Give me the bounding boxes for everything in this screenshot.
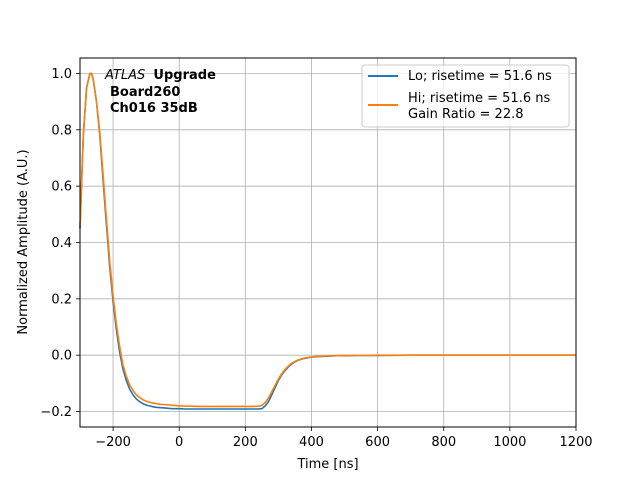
x-tick-label: 200 — [233, 435, 258, 450]
legend: Lo; risetime = 51.6 ns Hi; risetime = 51… — [361, 64, 570, 128]
x-tick-label: 800 — [431, 435, 456, 450]
x-tick-label: 1000 — [493, 435, 526, 450]
y-tick-label: −0.2 — [40, 405, 72, 420]
detector-annotation: ATLAS Upgrade Board260 Ch016 35dB — [104, 68, 216, 116]
annotation-board: Board260 — [110, 85, 180, 100]
series-line-hi — [79, 72, 576, 408]
x-tick-label: 1200 — [559, 435, 592, 450]
annotation-atlas: ATLAS — [104, 68, 145, 83]
y-tick-label: 1.0 — [51, 67, 72, 82]
x-tick-label: 0 — [175, 435, 183, 450]
legend-label-lo: Lo; risetime = 51.6 ns — [408, 69, 552, 84]
legend-box — [361, 64, 570, 128]
y-axis-label: Normalized Amplitude (A.U.) — [16, 149, 31, 334]
y-tick-label: 0.8 — [51, 123, 72, 138]
x-tick-label: 600 — [365, 435, 390, 450]
series-layer — [79, 72, 576, 410]
x-tick-label: 400 — [299, 435, 324, 450]
legend-label-hi: Hi; risetime = 51.6 ns Gain Ratio = 22.8 — [408, 91, 554, 122]
annotation-upgrade: Upgrade — [153, 68, 216, 83]
annotation-channel: Ch016 35dB — [110, 101, 198, 116]
y-tick-label: 0.6 — [51, 180, 72, 195]
y-tick-label: 0.0 — [51, 349, 72, 364]
svg-text:ATLAS Upgrade: ATLAS Upgrade — [104, 68, 216, 83]
legend-label-hi-line1: Hi; risetime = 51.6 ns — [408, 91, 550, 106]
y-tick-label: 0.4 — [51, 236, 72, 251]
x-axis-label: Time [ns] — [296, 457, 358, 472]
ticks: −200 0 200 400 600 800 1000 1200 −0.2 0.0 0.2 0.4 0.… — [40, 67, 592, 450]
y-tick-label: 0.2 — [51, 292, 72, 307]
x-tick-label: −200 — [95, 435, 131, 450]
legend-label-hi-line2: Gain Ratio = 22.8 — [408, 107, 524, 122]
